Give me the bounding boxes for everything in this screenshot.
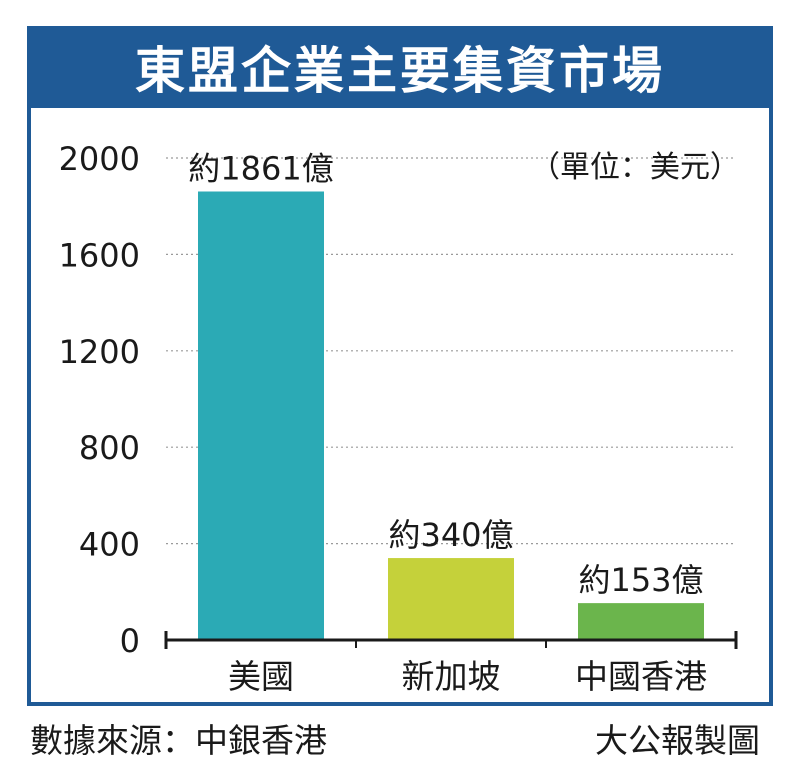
y-tick-label: 0	[120, 622, 140, 660]
y-tick-label: 800	[79, 429, 140, 467]
y-tick-label: 2000	[59, 140, 140, 178]
unit-label: （單位：美元）	[530, 150, 740, 185]
y-tick-label: 1600	[59, 236, 140, 274]
data-label: 約1861億	[188, 149, 333, 187]
data-label: 約153億	[578, 561, 703, 599]
bar	[388, 558, 514, 640]
x-tick-label: 中國香港	[575, 657, 707, 696]
bar	[198, 191, 324, 640]
x-tick-label: 新加坡	[402, 657, 501, 696]
y-tick-label: 400	[79, 526, 140, 564]
title-bar: 東盟企業主要集資市場	[27, 26, 773, 108]
data-label: 約340億	[388, 516, 513, 554]
y-tick-label: 1200	[59, 333, 140, 371]
x-tick-label: 美國	[228, 657, 294, 696]
chart-title: 東盟企業主要集資市場	[135, 42, 665, 100]
source-note: 數據來源：中銀香港	[30, 721, 327, 760]
bar	[578, 603, 704, 640]
credit-note: 大公報製圖	[595, 721, 760, 760]
